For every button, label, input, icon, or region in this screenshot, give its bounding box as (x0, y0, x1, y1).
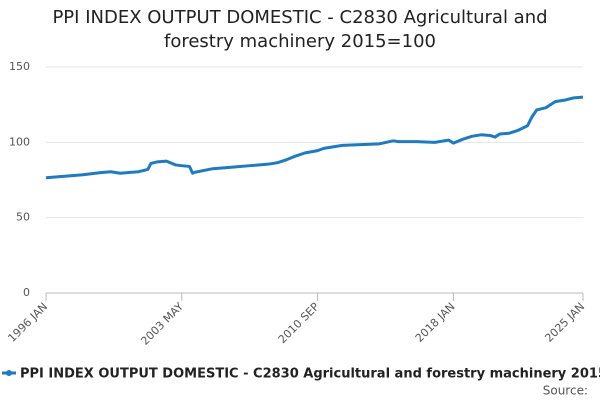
source: Source: (543, 384, 588, 398)
y-tick-label: 0 (23, 286, 30, 299)
x-tick-label: 1996 JAN (5, 300, 50, 345)
legend-label: PPI INDEX OUTPUT DOMESTIC - C2830 Agricu… (20, 367, 600, 382)
x-tick-label: 2003 MAY (138, 300, 186, 348)
data-line (45, 95, 584, 180)
chart-title: PPI INDEX OUTPUT DOMESTIC - C2830 Agricu… (52, 7, 548, 52)
y-tick-label: 150 (9, 60, 30, 73)
legend-marker (6, 370, 12, 376)
y-tick-label: 50 (16, 211, 30, 224)
x-tick-label: 2025 JAN (542, 300, 587, 345)
x-tick-label: 2010 SEP (276, 300, 322, 346)
y-tick-label: 100 (9, 135, 30, 148)
x-tick-label: 2018 JAN (413, 300, 458, 345)
